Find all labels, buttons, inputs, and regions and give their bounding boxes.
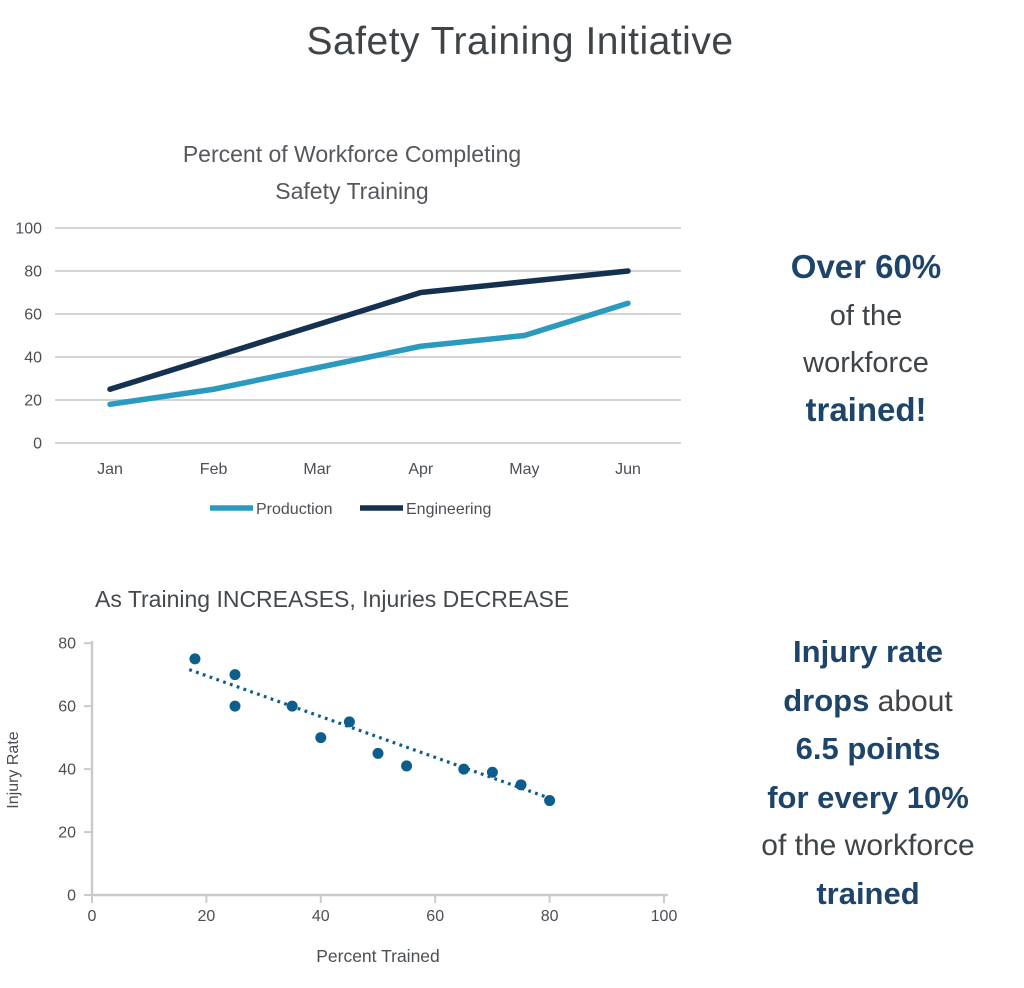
line-chart-title-line2: Safety Training (275, 178, 429, 204)
y-tick-label: 20 (24, 393, 42, 410)
scatter-point (544, 795, 556, 807)
scatter-point (315, 732, 327, 744)
series-line-production (107, 300, 631, 408)
x-tick-label: Apr (408, 461, 434, 478)
scatter-point (458, 763, 470, 775)
legend-label: Production (256, 501, 333, 518)
x-tick-label: 60 (426, 908, 444, 925)
y-tick-label: 40 (58, 762, 76, 779)
scatter-point (286, 700, 298, 712)
x-tick-label: Feb (200, 461, 228, 478)
callout-plain-text: of the workforce (761, 829, 975, 862)
callout-emphasis-text: Over 60% (790, 248, 942, 285)
scatter-point (401, 760, 413, 772)
scatter-point (343, 716, 355, 728)
y-tick-label: 20 (58, 825, 76, 842)
callout-injury: Injury rate drops about 6.5 points for ever… (716, 631, 1020, 921)
y-tick-label: 0 (33, 436, 42, 453)
x-tick-label: 0 (88, 908, 97, 925)
scatter-point (189, 653, 201, 665)
y-tick-label: 80 (58, 636, 76, 653)
line-chart: 0 20 40 60 80 100 Jan Feb Mar Apr May Jun Production… (15, 221, 681, 518)
callout-plain-text: about (869, 684, 953, 718)
scatter-point (372, 747, 384, 759)
callout-line: for every 10% (716, 777, 1020, 826)
callout-line: Injury rate (716, 631, 1020, 680)
callout-line: trained (716, 873, 1020, 922)
callout-emphasis-text: for every 10% (767, 779, 969, 815)
x-axis-title: Percent Trained (316, 946, 440, 966)
x-tick-label: 20 (198, 908, 216, 925)
callout-line: workforce (741, 342, 991, 389)
callout-line: of the (741, 295, 991, 342)
scatter-chart: 0 20 40 60 80 100 0 20 40 60 80 Percent Trained Inju… (5, 636, 678, 966)
y-axis-title: Injury Rate (5, 731, 22, 808)
y-tick-label: 80 (24, 264, 42, 281)
series-line-engineering (107, 268, 631, 392)
x-tick-label: 100 (651, 908, 678, 925)
scatter-point (486, 766, 498, 778)
callout-emphasis-text: trained (816, 875, 920, 911)
scatter-point (229, 669, 241, 681)
line-chart-title: Percent of Workforce Completing Safety T… (132, 136, 572, 210)
callout-line: 6.5 points (716, 728, 1020, 777)
y-tick-label: 60 (58, 699, 76, 716)
x-tick-label: Mar (303, 461, 331, 478)
scatter-point (515, 779, 527, 791)
callout-emphasis-text: 6.5 points (795, 731, 941, 766)
y-tick-label: 0 (67, 888, 76, 905)
callout-plain-text: workforce (803, 347, 929, 379)
x-tick-label: 80 (541, 908, 559, 925)
callout-emphasis-text: trained! (805, 391, 927, 428)
callout-line: Over 60% (741, 246, 991, 295)
y-tick-label: 100 (15, 221, 42, 238)
y-tick-label: 40 (24, 350, 42, 367)
scatter-point (229, 700, 241, 712)
x-tick-label: 40 (312, 908, 330, 925)
x-tick-label: Jun (615, 461, 641, 478)
scatter-chart-title: As Training INCREASES, Injuries DECREASE (95, 586, 570, 612)
callout-emphasis-text: Injury rate (793, 634, 943, 669)
callout-line: of the workforce (716, 825, 1020, 873)
callout-plain-text: of the (829, 300, 903, 332)
callout-training: Over 60% of the workforce trained! (741, 246, 991, 438)
legend-label: Engineering (406, 501, 491, 518)
callout-line: trained! (741, 389, 991, 438)
x-tick-label: Jan (97, 461, 123, 478)
line-chart-title-line1: Percent of Workforce Completing (182, 141, 522, 167)
x-tick-label: May (509, 461, 539, 478)
callout-line: drops about (716, 680, 1020, 729)
page-title: Safety Training Initiative (306, 20, 734, 63)
y-tick-label: 60 (24, 307, 42, 324)
trendline (188, 668, 556, 802)
callout-emphasis-text: drops (783, 682, 870, 718)
